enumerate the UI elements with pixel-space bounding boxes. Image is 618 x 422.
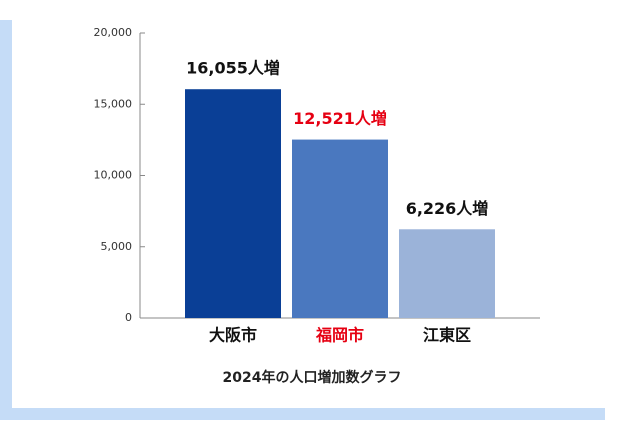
value-label: 6,226人増 — [406, 199, 489, 218]
y-tick-label: 20,000 — [94, 26, 133, 39]
y-tick-label: 10,000 — [94, 169, 133, 182]
x-tick-label: 江東区 — [423, 326, 471, 345]
card-edge-left — [0, 20, 12, 420]
card-edge-bottom — [0, 408, 605, 420]
value-label: 12,521人増 — [293, 109, 387, 128]
y-tick-label: 5,000 — [101, 240, 133, 253]
bar — [399, 229, 495, 318]
x-tick-label: 福岡市 — [315, 326, 364, 345]
bar — [292, 139, 388, 318]
value-label: 16,055人増 — [186, 59, 280, 78]
bar — [185, 89, 281, 318]
y-tick-label: 15,000 — [94, 97, 133, 110]
y-tick-label: 0 — [125, 311, 132, 324]
x-tick-label: 大阪市 — [209, 326, 257, 345]
chart-title: 2024年の人口増加数グラフ — [223, 369, 402, 386]
